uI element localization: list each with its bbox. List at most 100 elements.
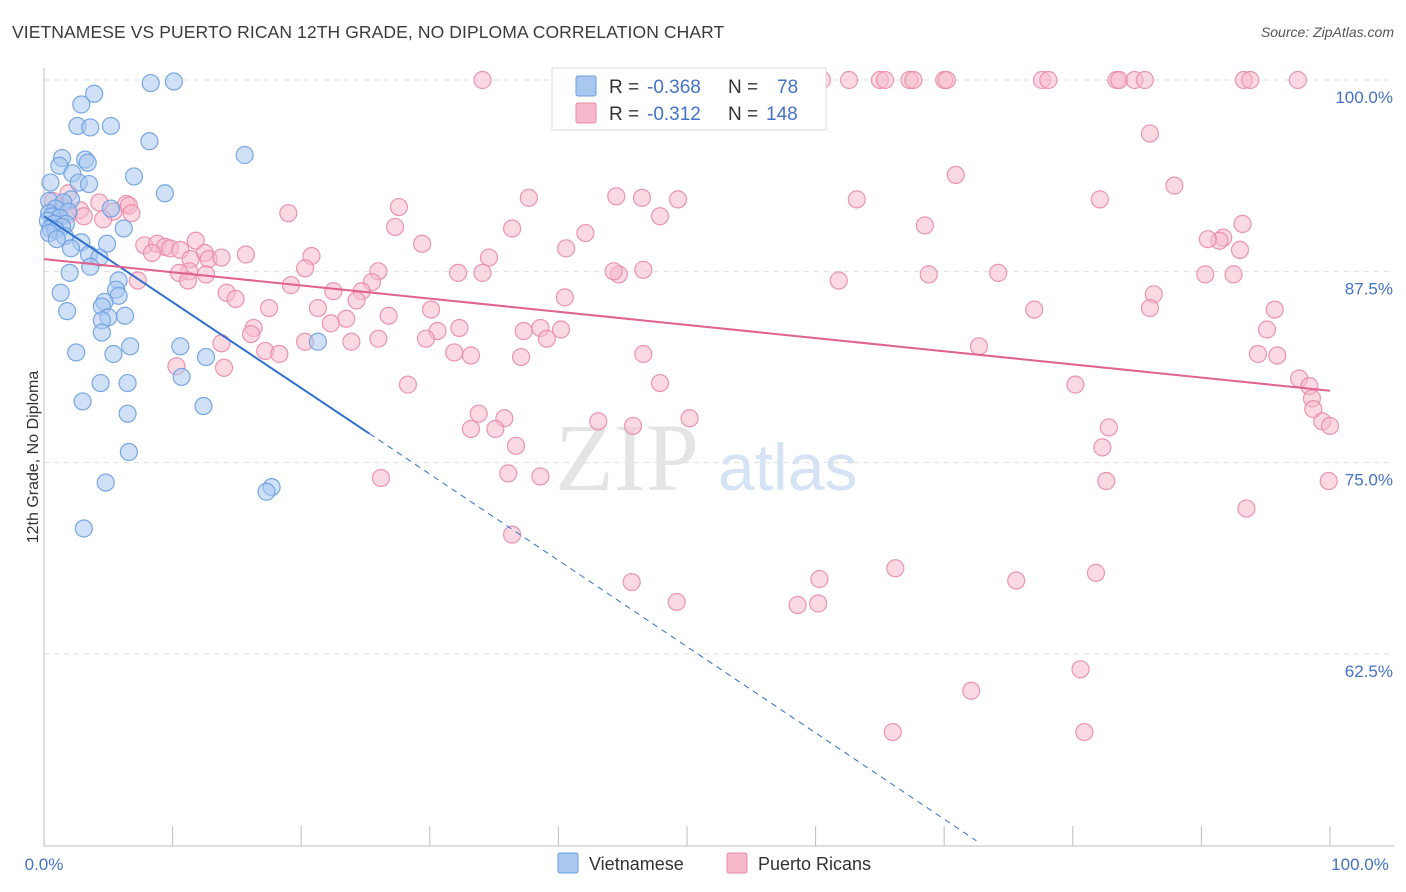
puerto-rican-point	[178, 271, 198, 290]
stats-legend-box	[551, 67, 827, 131]
puerto-rican-point	[503, 525, 522, 544]
puerto-rican-points	[43, 70, 1340, 742]
puerto-rican-point	[369, 329, 388, 348]
y-tick-label: 87.5%	[1345, 279, 1393, 298]
puerto-rican-point	[1025, 300, 1044, 319]
puerto-rican-point	[919, 265, 938, 284]
puerto-rican-point	[324, 282, 343, 301]
puerto-rican-point	[398, 375, 418, 394]
puerto-rican-point	[385, 217, 405, 237]
puerto-rican-point	[226, 289, 245, 308]
puerto-rican-point	[519, 188, 538, 207]
vietnamese-point	[115, 306, 135, 325]
puerto-rican-point	[270, 344, 289, 364]
vietnamese-point	[308, 332, 328, 351]
puerto-rican-point	[1109, 70, 1129, 90]
legend-r-value-vietnamese: -0.368	[647, 77, 701, 98]
bottom-legend-swatch-vietnamese	[557, 852, 579, 874]
puerto-rican-point	[342, 332, 361, 351]
puerto-rican-point	[1135, 70, 1154, 90]
puerto-rican-point	[969, 337, 989, 356]
puerto-rican-point	[623, 416, 643, 436]
vietnamese-point	[81, 257, 100, 276]
legend-n-label-vietnamese: N =	[728, 77, 758, 98]
puerto-rican-point	[1237, 499, 1256, 518]
vietnamese-point	[164, 72, 183, 91]
vietnamese-point	[118, 404, 137, 423]
puerto-rican-point	[607, 187, 626, 206]
puerto-rican-point	[962, 681, 981, 700]
puerto-rican-point	[1257, 320, 1277, 339]
x-tick-label-min: 0.0%	[25, 855, 64, 874]
puerto-rican-point	[512, 347, 531, 367]
vietnamese-point	[235, 145, 254, 165]
puerto-rican-point	[886, 559, 905, 578]
legend-r-label-vietnamese: R =	[609, 77, 639, 98]
vietnamese-point	[141, 73, 160, 93]
puerto-rican-point	[1075, 722, 1094, 742]
puerto-rican-point	[1140, 298, 1160, 318]
puerto-rican-point	[829, 271, 848, 290]
puerto-rican-point	[634, 344, 653, 364]
puerto-rican-point	[810, 569, 829, 589]
puerto-rican-point	[1230, 240, 1250, 260]
vietnamese-point	[140, 132, 159, 151]
puerto-rican-point	[514, 321, 533, 341]
vietnamese-point	[81, 118, 100, 137]
puerto-rican-point	[1198, 230, 1217, 249]
vietnamese-point	[79, 174, 99, 194]
puerto-rican-point	[122, 204, 141, 223]
puerto-rican-point	[416, 329, 436, 348]
legend-swatch-puerto-rican	[575, 102, 597, 124]
puerto-rican-point	[788, 595, 807, 615]
puerto-rican-point	[1066, 375, 1085, 394]
vietnamese-trend-extension	[369, 433, 977, 842]
puerto-rican-point	[347, 291, 366, 310]
legend-r-label-puerto-rican: R =	[609, 104, 639, 125]
y-axis-label: 12th Grade, No Diploma	[25, 371, 42, 544]
puerto-rican-point	[337, 309, 356, 328]
vietnamese-point	[91, 373, 110, 393]
puerto-rican-point	[875, 70, 895, 90]
bottom-legend-swatch-puerto-rican	[726, 852, 748, 874]
puerto-rican-point	[650, 207, 670, 226]
puerto-rican-point	[212, 248, 231, 267]
vietnamese-point	[58, 302, 77, 321]
puerto-rican-point	[1140, 124, 1160, 143]
vietnamese-point	[196, 347, 216, 367]
vietnamese-point	[96, 473, 115, 492]
vietnamese-point	[78, 153, 97, 172]
puerto-rican-point	[1241, 70, 1260, 90]
puerto-rican-point	[379, 306, 398, 325]
puerto-rican-point	[1165, 176, 1184, 195]
puerto-rican-point	[1090, 190, 1109, 209]
vietnamese-point	[155, 184, 174, 203]
x-tick-label-max: 100.0%	[1331, 855, 1389, 874]
legend-n-label-puerto-rican: N =	[728, 104, 758, 125]
vietnamese-point	[85, 84, 104, 103]
vietnamese-point	[51, 283, 70, 302]
puerto-rican-point	[809, 594, 828, 613]
puerto-rican-point	[214, 358, 234, 377]
puerto-rican-point	[308, 298, 328, 318]
puerto-rican-point	[499, 464, 518, 483]
puerto-rican-point	[622, 572, 641, 592]
vietnamese-point	[121, 337, 140, 356]
puerto-rican-point	[479, 248, 499, 267]
puerto-rican-point	[604, 262, 623, 281]
vietnamese-point	[47, 230, 66, 249]
legend-n-value-vietnamese: 78	[777, 77, 798, 98]
puerto-rican-point	[1099, 418, 1118, 437]
puerto-rican-point	[1268, 346, 1287, 365]
vietnamese-trend-line	[43, 215, 370, 435]
puerto-rican-point	[236, 245, 256, 264]
puerto-rican-point	[473, 70, 492, 90]
puerto-rican-point	[473, 263, 492, 282]
bottom-legend-label-vietnamese: Vietnamese	[589, 854, 684, 874]
vietnamese-point	[72, 95, 91, 114]
puerto-rican-point	[506, 436, 526, 455]
puerto-rican-point	[839, 70, 859, 90]
puerto-rican-point	[551, 320, 571, 339]
puerto-rican-point	[461, 419, 481, 439]
y-tick-labels: 100.0% 87.5% 75.0% 62.5%	[1335, 88, 1393, 681]
